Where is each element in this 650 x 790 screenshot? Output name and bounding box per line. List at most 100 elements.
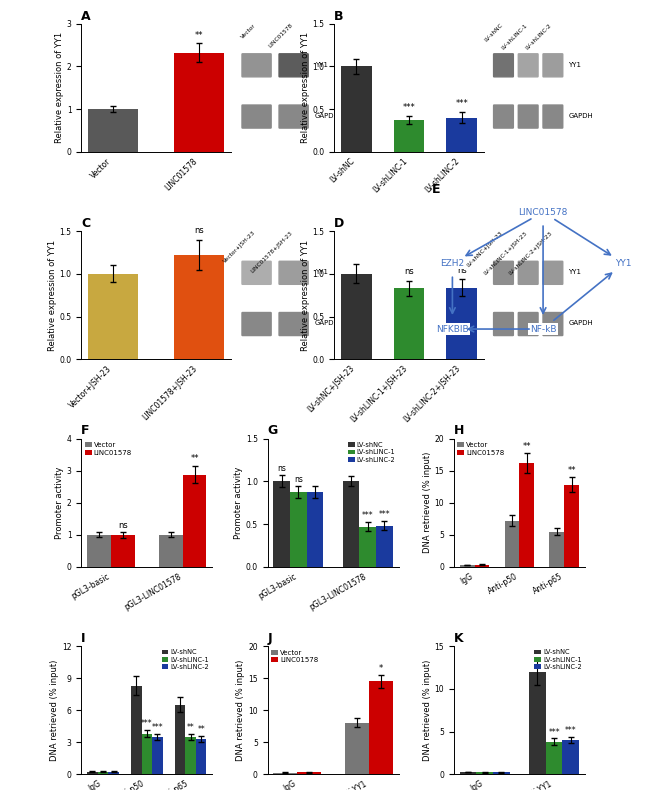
FancyBboxPatch shape xyxy=(279,105,308,128)
FancyBboxPatch shape xyxy=(518,313,538,336)
Legend: LV-shNC, LV-shLINC-1, LV-shLINC-2: LV-shNC, LV-shLINC-1, LV-shLINC-2 xyxy=(348,442,395,463)
Y-axis label: Promoter activity: Promoter activity xyxy=(234,467,243,539)
Text: ***: *** xyxy=(402,103,415,111)
Y-axis label: Relative expression of YY1: Relative expression of YY1 xyxy=(47,239,57,351)
FancyBboxPatch shape xyxy=(279,313,308,336)
Bar xyxy=(175,705,185,774)
Bar xyxy=(460,565,474,566)
Bar xyxy=(549,532,564,566)
Bar xyxy=(297,773,321,774)
Bar xyxy=(274,481,290,566)
Bar xyxy=(343,481,359,566)
Text: LINC01578+JSH-23: LINC01578+JSH-23 xyxy=(250,230,294,274)
Bar xyxy=(341,66,372,152)
Text: **: ** xyxy=(187,723,194,732)
Text: NF-kB: NF-kB xyxy=(530,325,556,333)
Bar xyxy=(183,475,207,566)
Text: LV-shLINC-2+JSH-23: LV-shLINC-2+JSH-23 xyxy=(508,230,553,276)
Text: G: G xyxy=(268,424,278,438)
Bar xyxy=(185,737,196,774)
FancyBboxPatch shape xyxy=(543,313,563,336)
Text: GAPDH: GAPDH xyxy=(568,321,593,326)
Bar xyxy=(369,681,393,774)
Bar xyxy=(394,288,424,359)
Bar xyxy=(474,565,489,566)
Text: ns: ns xyxy=(194,227,204,235)
Text: ***: *** xyxy=(141,720,153,728)
FancyBboxPatch shape xyxy=(279,261,308,284)
Text: EZH2: EZH2 xyxy=(440,259,465,268)
Text: Vector+JSH-23: Vector+JSH-23 xyxy=(222,230,257,265)
FancyBboxPatch shape xyxy=(543,261,563,284)
Text: YY1: YY1 xyxy=(616,259,632,268)
Text: NFKBIB: NFKBIB xyxy=(436,325,469,333)
Text: A: A xyxy=(81,9,91,23)
Bar xyxy=(447,288,477,359)
Bar xyxy=(152,737,162,774)
Y-axis label: Relative expression of YY1: Relative expression of YY1 xyxy=(301,239,309,351)
FancyBboxPatch shape xyxy=(242,105,271,128)
Bar xyxy=(131,686,142,774)
Text: LV-shNC: LV-shNC xyxy=(483,23,504,43)
Bar xyxy=(504,521,519,566)
Text: YY1: YY1 xyxy=(568,269,581,275)
FancyBboxPatch shape xyxy=(242,313,271,336)
Bar xyxy=(341,274,372,359)
Bar xyxy=(562,740,579,774)
Legend: Vector, LINC01578: Vector, LINC01578 xyxy=(458,442,504,456)
Bar xyxy=(476,773,493,774)
Bar xyxy=(274,773,297,774)
Bar xyxy=(111,535,135,566)
Text: ns: ns xyxy=(118,521,127,529)
Bar xyxy=(88,109,138,152)
Bar xyxy=(307,491,324,566)
FancyBboxPatch shape xyxy=(493,105,514,128)
Text: **: ** xyxy=(195,31,203,40)
Y-axis label: Relative expression of YY1: Relative expression of YY1 xyxy=(55,32,64,143)
Bar xyxy=(493,773,510,774)
Text: ***: *** xyxy=(456,100,468,108)
FancyBboxPatch shape xyxy=(242,261,271,284)
Y-axis label: Relative expression of YY1: Relative expression of YY1 xyxy=(301,32,309,143)
Text: YY1: YY1 xyxy=(568,62,581,68)
Text: B: B xyxy=(334,9,344,23)
Text: **: ** xyxy=(198,725,205,734)
Bar xyxy=(87,535,111,566)
Text: C: C xyxy=(81,217,90,230)
Bar xyxy=(290,492,307,566)
Y-axis label: DNA retrieved (% input): DNA retrieved (% input) xyxy=(50,660,59,761)
Bar xyxy=(394,120,424,152)
Text: LINC01578: LINC01578 xyxy=(519,208,567,216)
Text: **: ** xyxy=(523,442,531,451)
Text: LV-shLINC-1: LV-shLINC-1 xyxy=(500,23,528,51)
Bar xyxy=(529,672,546,774)
Legend: LV-shNC, LV-shLINC-1, LV-shLINC-2: LV-shNC, LV-shLINC-1, LV-shLINC-2 xyxy=(534,649,582,670)
FancyBboxPatch shape xyxy=(242,54,271,77)
Text: YY1: YY1 xyxy=(315,62,328,68)
Text: J: J xyxy=(268,632,272,645)
Text: **: ** xyxy=(567,466,576,475)
Text: ***: *** xyxy=(151,723,163,732)
FancyBboxPatch shape xyxy=(543,105,563,128)
FancyBboxPatch shape xyxy=(493,313,514,336)
Bar xyxy=(519,463,534,566)
Bar xyxy=(460,772,476,774)
Legend: LV-shNC, LV-shLINC-1, LV-shLINC-2: LV-shNC, LV-shLINC-1, LV-shLINC-2 xyxy=(162,649,209,670)
FancyBboxPatch shape xyxy=(493,261,514,284)
FancyBboxPatch shape xyxy=(518,105,538,128)
Bar xyxy=(98,772,109,774)
Text: Vector: Vector xyxy=(240,23,257,40)
Text: **: ** xyxy=(190,454,199,463)
Bar xyxy=(376,525,393,566)
Text: D: D xyxy=(334,217,345,230)
Bar xyxy=(359,527,376,566)
Bar xyxy=(174,255,224,359)
Text: LV-shLINC-2: LV-shLINC-2 xyxy=(525,23,553,51)
FancyBboxPatch shape xyxy=(543,54,563,77)
Text: *: * xyxy=(379,664,383,673)
Text: ***: *** xyxy=(362,511,374,520)
FancyBboxPatch shape xyxy=(279,54,308,77)
Text: ***: *** xyxy=(378,510,390,519)
FancyBboxPatch shape xyxy=(518,54,538,77)
Bar xyxy=(109,772,119,774)
